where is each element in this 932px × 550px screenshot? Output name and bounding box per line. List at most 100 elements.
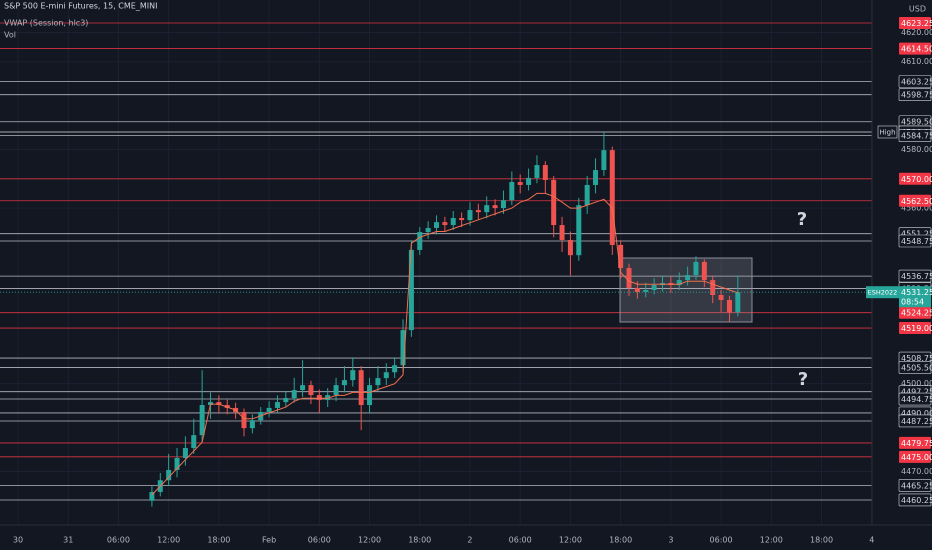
candle-body: [467, 210, 473, 221]
level-label: 4570.00: [901, 175, 932, 184]
candle-body: [551, 179, 557, 226]
annotation: ?: [797, 209, 807, 230]
candle-body: [567, 239, 573, 256]
level-label: 4603.25: [901, 78, 932, 87]
indicator-label: VWAP (Session, hlc3): [4, 19, 88, 28]
candle-body: [475, 210, 481, 213]
candle-body: [333, 385, 339, 396]
level-label: 4475.00: [901, 453, 932, 462]
level-label-box: [899, 306, 931, 319]
symbol-box: [866, 286, 899, 299]
candle-body: [191, 435, 197, 449]
x-tick-label: 06:00: [509, 536, 532, 545]
candle-body: [199, 405, 205, 436]
candle-body: [710, 280, 716, 295]
candle-body: [643, 290, 649, 293]
level-label-box: [899, 450, 931, 463]
y-tick-label: 4560.00: [901, 204, 932, 213]
level-label: 4524.25: [901, 309, 932, 318]
level-label: 4487.25: [901, 417, 932, 426]
candle-body: [492, 205, 498, 209]
candle-body: [325, 395, 331, 401]
level-label: 4519.00: [901, 324, 932, 333]
level-label: 4497.25: [901, 388, 932, 397]
level-label-box: [898, 392, 932, 406]
level-label-box: [899, 16, 931, 29]
x-tick-label: 18:00: [609, 536, 632, 545]
level-label-box: [898, 234, 932, 248]
candle-body: [609, 150, 615, 245]
chart-title: S&P 500 E-mini Futures, 15, CME_MINI: [4, 2, 157, 11]
high-marker-box: [877, 125, 898, 139]
level-label: 4508.75: [901, 354, 932, 363]
candles: [149, 131, 741, 507]
candle-body: [584, 184, 590, 206]
candle-body: [542, 165, 548, 180]
level-label: 4598.75: [901, 91, 932, 100]
vwap-line: [151, 192, 738, 496]
candle-body: [300, 385, 306, 391]
candle-body: [484, 205, 490, 213]
candle-body: [676, 280, 682, 286]
candle-body: [417, 232, 423, 250]
y-tick-label: 4610.00: [901, 57, 932, 66]
last-price-label: 4531.25: [901, 288, 932, 297]
candle-body: [375, 378, 381, 386]
level-label-box: [898, 129, 932, 142]
candle-body: [249, 420, 255, 429]
level-label: 4562.50: [901, 197, 932, 206]
candle-body: [601, 150, 607, 171]
candle-body: [383, 372, 389, 379]
candle-body: [509, 182, 515, 201]
candle-body: [425, 227, 431, 233]
level-label: 4494.75: [901, 395, 932, 404]
level-label-box: [898, 269, 932, 283]
candle-body: [274, 402, 280, 408]
candle-body: [392, 365, 398, 373]
candle-body: [517, 182, 523, 185]
x-tick-label: 31: [63, 536, 73, 545]
level-label-box: [898, 414, 932, 428]
candle-body: [367, 385, 373, 406]
symbol-label: ESH2022: [868, 289, 898, 297]
candle-body: [266, 407, 272, 413]
candle-body: [534, 165, 540, 178]
level-label: 4490.00: [901, 409, 932, 418]
last-price-box: [899, 286, 931, 308]
candle-body: [283, 397, 289, 403]
level-label-box: [899, 194, 931, 207]
candle-body: [341, 380, 347, 386]
x-tick-label: 12:00: [157, 536, 180, 545]
x-tick-label: 12:00: [358, 536, 381, 545]
level-label-box: [898, 88, 932, 101]
candle-body: [701, 261, 707, 281]
candle-body: [224, 405, 230, 408]
candle-body: [634, 287, 640, 293]
candle-body: [459, 218, 465, 221]
candle-body: [685, 275, 691, 281]
level-label: 4548.75: [901, 237, 932, 246]
y-tick-label: 4620.00: [901, 28, 932, 37]
annotation: ?: [798, 369, 808, 390]
overlay: ??: [0, 192, 872, 496]
candle-body: [626, 268, 632, 288]
candle-body: [726, 299, 732, 313]
x-tick-label: 06:00: [308, 536, 331, 545]
candle-body: [500, 200, 506, 209]
x-tick-label: 3: [668, 536, 673, 545]
x-tick-label: 2: [467, 536, 472, 545]
candle-body: [174, 457, 180, 470]
candle-body: [735, 292, 741, 313]
level-label: 4551.25: [901, 230, 932, 239]
candle-body: [559, 225, 565, 240]
level-label-box: [898, 493, 932, 507]
x-tick-label: 12:00: [760, 536, 783, 545]
countdown-label: 08:54: [901, 298, 924, 307]
level-label: 4614.50: [901, 45, 932, 54]
candle-body: [718, 294, 724, 300]
level-label-box: [898, 75, 932, 88]
level-label: 4589.50: [901, 118, 932, 127]
